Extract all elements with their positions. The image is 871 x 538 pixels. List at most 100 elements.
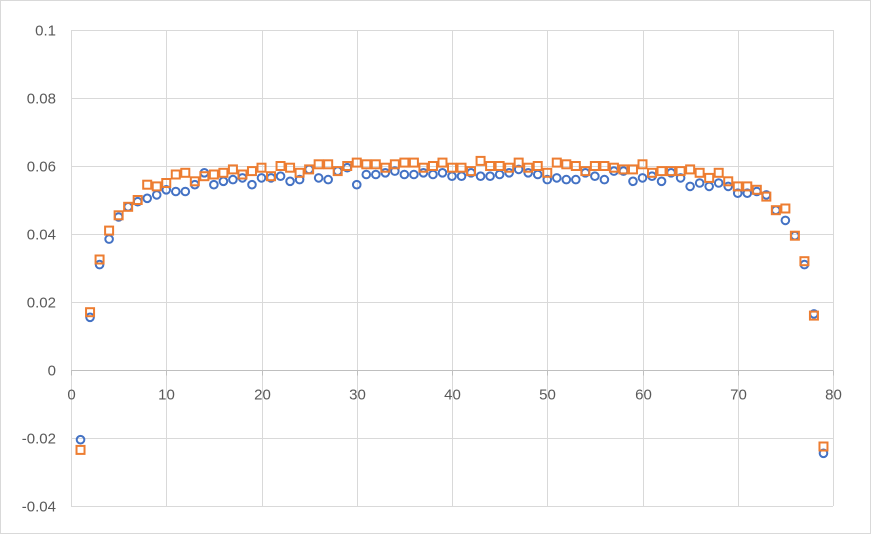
x-axis-tick-labels: 0 10 20 30 40 50 60 70 80 (67, 387, 842, 404)
data-point-square (627, 164, 638, 175)
data-point-circle (790, 230, 800, 241)
data-point-square (161, 178, 172, 188)
data-point-circle (599, 174, 610, 185)
data-point-square (647, 167, 658, 178)
data-point-square (199, 171, 210, 182)
data-point-square (389, 159, 400, 170)
data-point-circle (704, 181, 714, 192)
data-point-circle (151, 190, 162, 200)
data-point-circle (437, 168, 448, 178)
data-point-square (304, 164, 315, 175)
data-point-square (399, 157, 410, 168)
data-point-square (761, 191, 772, 202)
data-point-square (637, 159, 648, 170)
data-point-circle (456, 171, 467, 181)
data-point-circle (532, 169, 543, 180)
data-point-square (104, 225, 115, 236)
data-point-square (532, 161, 543, 171)
x-tick-label: 60 (635, 387, 652, 404)
data-point-square (608, 162, 619, 173)
data-point-square (666, 166, 677, 177)
x-tick-label: 30 (349, 387, 366, 404)
data-point-square (142, 179, 153, 190)
data-point-circle (313, 173, 324, 183)
data-point-square (285, 162, 296, 173)
data-point-circle (637, 173, 648, 183)
data-point-circle (104, 234, 114, 244)
data-point-circle (418, 168, 429, 178)
data-point-square (780, 203, 791, 214)
data-point-circle (332, 166, 343, 176)
data-point-square (504, 162, 515, 173)
y-tick-label: 0.02 (27, 295, 56, 312)
y-tick-label: -0.04 (22, 499, 56, 516)
data-point-square (113, 210, 124, 221)
data-point-circle (94, 259, 105, 270)
data-point-circle (685, 181, 695, 192)
data-point-circle (656, 176, 667, 187)
data-point-square (475, 155, 486, 166)
data-point-circle (628, 176, 638, 187)
data-point-circle (494, 169, 505, 180)
gridlines (71, 30, 834, 507)
data-point-square (513, 157, 524, 168)
data-point-square (589, 161, 600, 171)
y-tick-label: 0.08 (27, 91, 56, 108)
x-tick-label: 10 (158, 387, 175, 404)
data-point-circle (485, 171, 495, 181)
data-point-square (799, 256, 810, 267)
data-series (75, 155, 829, 459)
data-point-square (818, 441, 829, 452)
data-point-square (313, 159, 324, 170)
x-tick-label: 0 (67, 387, 75, 404)
data-point-square (704, 172, 715, 183)
data-point-circle (247, 179, 257, 190)
data-point-circle (723, 181, 734, 192)
data-point-square (751, 184, 762, 195)
data-point-circle (142, 193, 152, 204)
data-point-circle (771, 205, 781, 215)
data-point-square (256, 162, 267, 173)
data-point-square (132, 195, 143, 205)
data-point-circle (256, 173, 267, 183)
data-point-circle (504, 168, 514, 178)
data-point-circle (371, 169, 381, 180)
data-point-square (713, 167, 724, 178)
data-point-circle (513, 164, 524, 175)
data-point-square (789, 230, 800, 241)
data-point-square (266, 171, 277, 182)
data-point-circle (180, 186, 191, 197)
x-tick-label: 50 (539, 387, 556, 404)
data-point-circle (285, 176, 295, 187)
y-axis-tick-labels: -0.04 -0.02 0 0.02 0.04 0.06 0.08 0.1 (22, 23, 56, 516)
data-point-square (494, 161, 505, 171)
y-tick-label: -0.02 (22, 431, 56, 448)
data-point-square (542, 167, 553, 178)
data-point-square (227, 164, 238, 175)
data-point-square (237, 169, 248, 180)
data-point-circle (123, 202, 133, 212)
data-point-square (332, 166, 343, 177)
y-tick-label: 0 (48, 363, 56, 380)
data-point-square (694, 167, 705, 178)
data-point-circle (475, 171, 486, 181)
data-point-square (208, 169, 219, 180)
x-tick-label: 20 (254, 387, 271, 404)
x-tick-label: 70 (730, 387, 747, 404)
data-point-circle (361, 169, 372, 180)
data-point-circle (571, 174, 581, 185)
data-point-circle (323, 174, 333, 185)
data-point-circle (780, 215, 791, 226)
data-point-square (408, 157, 419, 168)
data-point-circle (351, 179, 362, 190)
data-point-square (85, 307, 96, 318)
data-point-circle (228, 174, 238, 185)
data-point-square (342, 161, 353, 171)
data-point-square (523, 162, 534, 173)
data-point-square (323, 159, 334, 170)
data-point-square (123, 201, 134, 212)
data-point-circle (275, 171, 286, 181)
data-point-square (246, 166, 257, 177)
data-point-square (732, 181, 743, 192)
